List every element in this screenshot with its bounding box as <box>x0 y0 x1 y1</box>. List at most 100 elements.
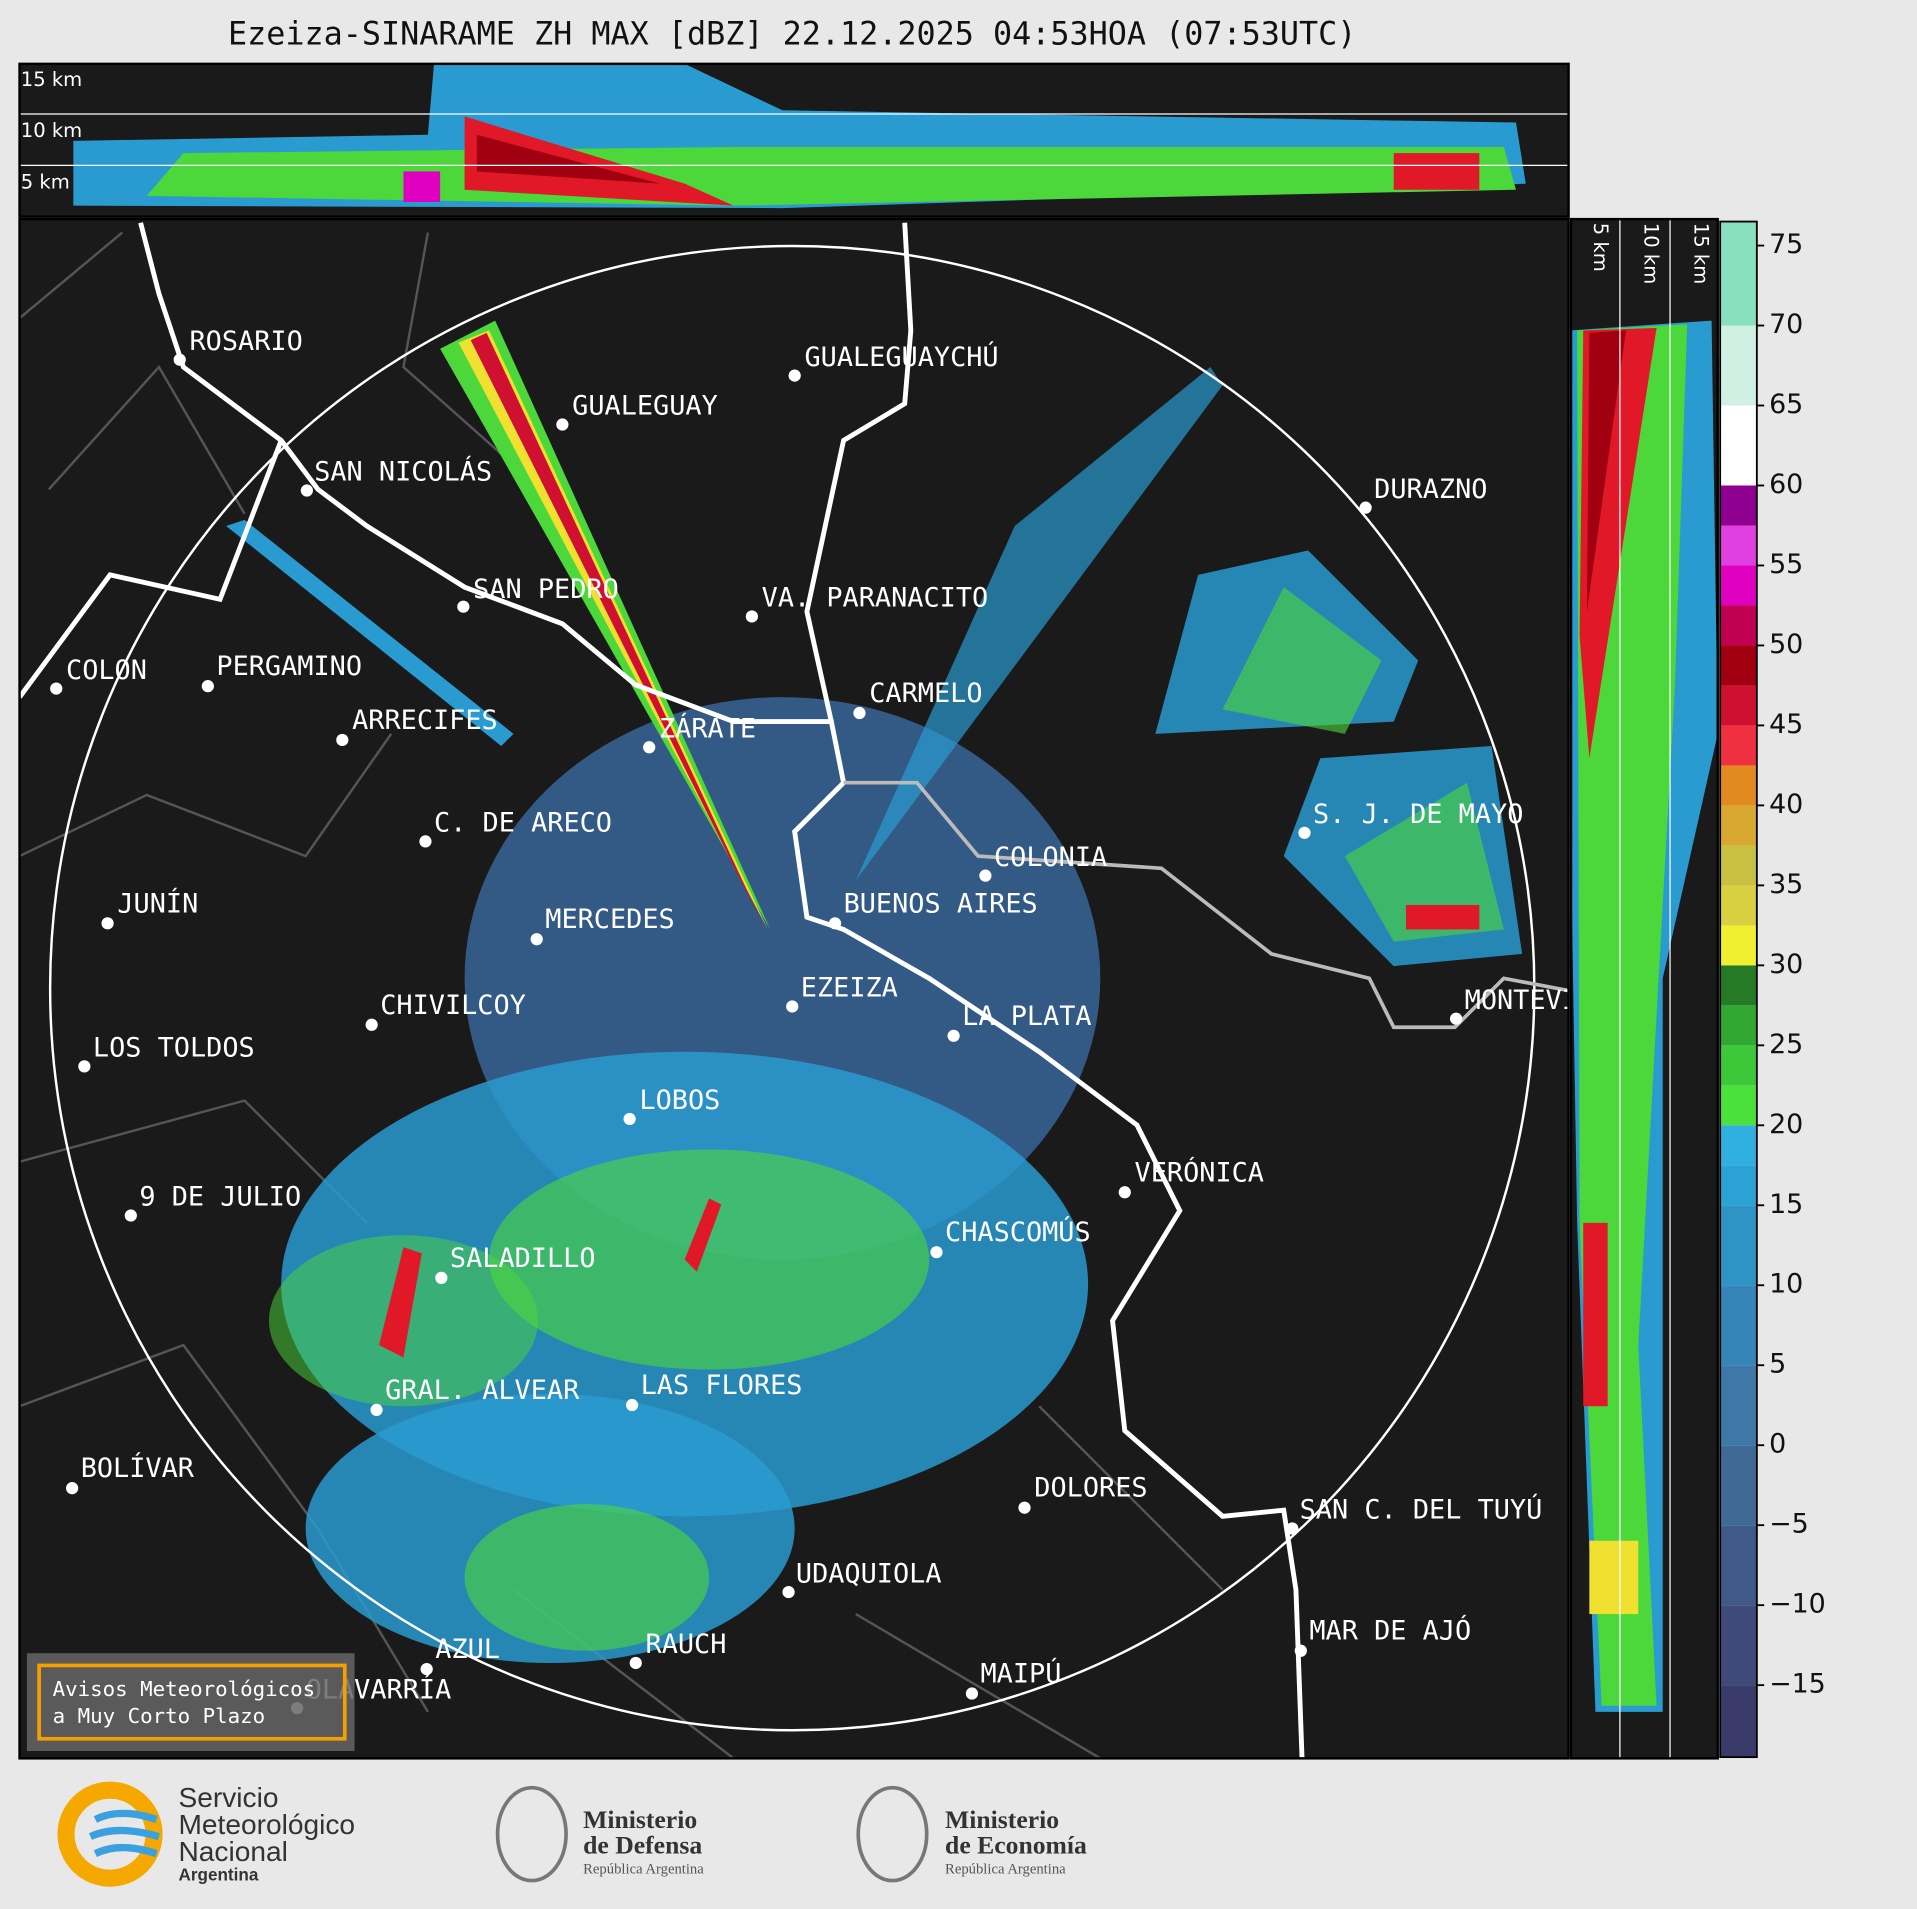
colorbar-segment <box>1720 765 1757 806</box>
city-label: MAR DE AJÓ <box>1309 1615 1471 1647</box>
colorbar-segment <box>1720 485 1757 526</box>
city-label: LAS FLORES <box>641 1370 803 1401</box>
colorbar-tick-label: 20 <box>1769 1109 1803 1140</box>
city-label: ZÁRATE <box>659 712 756 744</box>
city-label: COLON <box>66 655 147 686</box>
city-label: AZUL <box>435 1634 500 1665</box>
city-label: GRAL. ALVEAR <box>385 1375 580 1406</box>
colorbar-segment <box>1720 1285 1757 1366</box>
city-label: VA. PARANACITO <box>762 583 989 614</box>
city-label: RAUCH <box>646 1629 727 1660</box>
height-label: 15 km <box>21 68 82 91</box>
logo-text: Servicio <box>178 1782 278 1813</box>
city-label: LOS TOLDOS <box>93 1033 255 1064</box>
city-label: MERCEDES <box>545 904 674 935</box>
colorbar-tick-label: −5 <box>1769 1509 1809 1540</box>
colorbar-segment <box>1720 1605 1757 1686</box>
city-label: CHASCOMÚS <box>945 1216 1091 1248</box>
colorbar-segment <box>1720 925 1757 966</box>
city-label: VERÓNICA <box>1135 1156 1264 1188</box>
colorbar-tick-label: 10 <box>1769 1269 1803 1300</box>
warning-box <box>26 1653 355 1752</box>
colorbar-tick-label: −10 <box>1769 1589 1826 1620</box>
colorbar-tick-label: 45 <box>1769 709 1803 740</box>
colorbar-segment <box>1720 221 1757 326</box>
map: ROSARIO GUALEGUAYCHÚ GUALEGUAY SAN NICOL… <box>19 219 1627 1759</box>
title: Ezeiza-SINARAME ZH MAX [dBZ] 22.12.2025 … <box>228 16 1356 52</box>
colorbar-tick-label: 60 <box>1769 469 1803 500</box>
colorbar-tick-label: −15 <box>1769 1669 1826 1700</box>
height-label: 10 km <box>1639 223 1662 284</box>
height-label: 5 km <box>21 171 70 194</box>
colorbar-segment <box>1720 685 1757 726</box>
city-label: DOLORES <box>1034 1473 1147 1504</box>
colorbar-frame <box>1719 220 1758 1759</box>
city-label: LOBOS <box>639 1085 720 1116</box>
colorbar-segment <box>1720 605 1757 646</box>
colorbar-tick-label: 35 <box>1769 869 1803 900</box>
city-label: SALADILLO <box>450 1243 596 1274</box>
height-label: 10 km <box>21 119 82 142</box>
colorbar-segment <box>1720 1525 1757 1606</box>
logo-text: República Argentina <box>945 1861 1066 1877</box>
logos: Servicio Meteorológico Nacional Argentin… <box>57 1781 1087 1887</box>
height-label: 15 km <box>1689 223 1712 284</box>
city-label: CARMELO <box>869 678 982 709</box>
colorbar-tick-label: 5 <box>1769 1349 1786 1380</box>
colorbar-tick-label: 65 <box>1769 389 1803 420</box>
colorbar-segment <box>1720 1445 1757 1526</box>
colorbar-segment <box>1720 1125 1757 1166</box>
city-label: MAIPÚ <box>981 1658 1062 1690</box>
colorbar-segment <box>1720 805 1757 846</box>
city-label: GUALEGUAYCHÚ <box>804 341 998 373</box>
colorbar-tick-label: 0 <box>1769 1429 1786 1460</box>
city-label: DURAZNO <box>1374 474 1487 505</box>
city-label: JUNÍN <box>117 887 198 919</box>
city-label: SAN NICOLÁS <box>314 456 492 488</box>
colorbar-segment <box>1720 965 1757 1006</box>
city-label: EZEIZA <box>801 973 898 1004</box>
city-label: S. J. DE MAYO <box>1313 799 1523 830</box>
colorbar-segment <box>1720 525 1757 566</box>
logo-text: de Economía <box>945 1831 1087 1860</box>
city-label: 9 DE JULIO <box>139 1182 301 1213</box>
colorbar-tick-label: 55 <box>1769 549 1803 580</box>
colorbar-tick-label: 30 <box>1769 949 1803 980</box>
colorbar-tick-label: 50 <box>1769 629 1803 660</box>
colorbar-segment <box>1720 1085 1757 1126</box>
city-label: ROSARIO <box>189 326 302 357</box>
top-panel <box>19 63 1569 217</box>
city-label: CHIVILCOY <box>380 990 526 1021</box>
city-label: PERGAMINO <box>216 651 362 682</box>
city-label: SAN PEDRO <box>473 574 619 605</box>
logo-text: Argentina <box>178 1866 258 1885</box>
logo-text: Ministerio <box>583 1805 697 1834</box>
logo-text: República Argentina <box>583 1861 704 1877</box>
city-label: GUALEGUAY <box>572 391 718 422</box>
logo-text: Nacional <box>178 1836 287 1867</box>
logo-text: de Defensa <box>583 1831 702 1860</box>
city-label: SAN C. DEL TUYÚ <box>1300 1494 1543 1526</box>
colorbar-segment <box>1720 1005 1757 1046</box>
city-label: C. DE ARECO <box>434 808 612 839</box>
colorbar-segment <box>1720 885 1757 926</box>
colorbar-tick-label: 70 <box>1769 309 1803 340</box>
colorbar-segment <box>1720 845 1757 886</box>
colorbar-segment <box>1720 565 1757 606</box>
city-label: MONTEVIDEO <box>1465 985 1627 1016</box>
colorbar-segment <box>1720 1205 1757 1286</box>
colorbar-tick-label: 40 <box>1769 789 1803 820</box>
city-label: ARRECIFES <box>352 705 498 736</box>
city-label: COLONIA <box>994 842 1107 873</box>
colorbar-tick-label: 15 <box>1769 1189 1803 1220</box>
colorbar-segment <box>1720 645 1757 686</box>
city-label: BUENOS AIRES <box>844 888 1038 919</box>
colorbar-segment <box>1720 325 1757 406</box>
colorbar-segment <box>1720 1165 1757 1206</box>
logo-text: Meteorológico <box>178 1809 355 1840</box>
colorbar-segment <box>1720 725 1757 766</box>
logo-text: Ministerio <box>945 1805 1059 1834</box>
